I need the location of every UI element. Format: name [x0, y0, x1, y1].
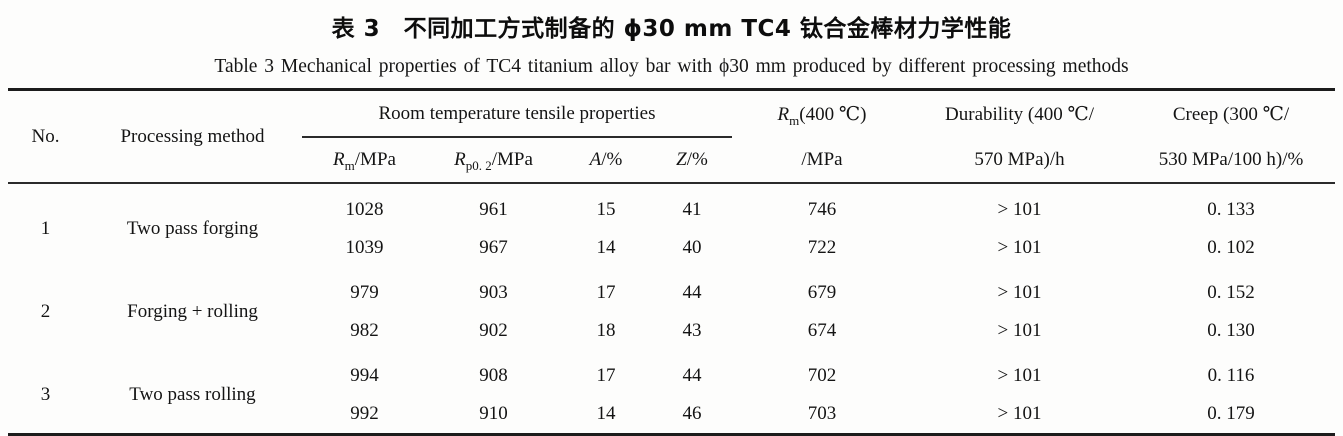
cell-durability: > 101: [997, 365, 1042, 386]
cell-rm400: 679: [807, 282, 837, 303]
col-header-rm-400: Rm(400 ℃) /MPa: [777, 103, 867, 170]
table-row: 1 Two pass forging 1028 961 15 41 746 > …: [8, 183, 1335, 239]
table-row: 982 902 18 43 674 > 101 0. 130: [8, 312, 1335, 350]
cell-z: 43: [682, 320, 702, 341]
cell-durability: > 101: [997, 237, 1042, 258]
cell-rm: 992: [350, 403, 379, 424]
cell-rp02: 908: [479, 365, 508, 386]
cell-z: 46: [682, 403, 702, 424]
cell-z: 44: [682, 365, 702, 386]
cell-rm400: 703: [807, 403, 837, 424]
cell-rp02: 967: [479, 237, 508, 258]
cell-a: 14: [596, 237, 616, 258]
cell-no: 1: [40, 218, 51, 239]
cell-rp02: 903: [479, 282, 508, 303]
table-row: 1039 967 14 40 722 > 101 0. 102: [8, 229, 1335, 267]
group-forging-rolling: 2 Forging + rolling 979 903 17 44 679 > …: [8, 267, 1335, 350]
cell-a: 14: [596, 403, 616, 424]
cell-rm400: 674: [807, 320, 837, 341]
cell-creep: 0. 179: [1207, 403, 1255, 424]
col-header-reduction: Z/%: [676, 149, 708, 170]
cell-rm: 1028: [345, 199, 384, 220]
cell-rm: 994: [350, 365, 379, 386]
cell-a: 17: [596, 365, 616, 386]
cell-creep: 0. 152: [1207, 282, 1255, 303]
col-header-creep: Creep (300 ℃/ 530 MPa/100 h)/%: [1158, 103, 1304, 170]
cell-z: 40: [682, 237, 702, 258]
cell-rm: 982: [350, 320, 379, 341]
col-header-durability: Durability (400 ℃/ 570 MPa)/h: [945, 103, 1094, 170]
cell-rm400: 722: [807, 237, 837, 258]
col-group-room-temp-tensile: Room temperature tensile properties: [302, 89, 732, 138]
cell-a: 15: [596, 199, 616, 220]
table-header: No. Processing method Room temperature t…: [8, 89, 1335, 183]
cell-processing-method: Forging + rolling: [127, 301, 258, 322]
cell-creep: 0. 116: [1207, 365, 1255, 386]
cell-creep: 0. 133: [1207, 199, 1255, 220]
cell-a: 18: [596, 320, 616, 341]
cell-rp02: 902: [479, 320, 508, 341]
group-two-pass-forging: 1 Two pass forging 1028 961 15 41 746 > …: [8, 183, 1335, 267]
cell-rm: 979: [350, 282, 379, 303]
cell-rp02: 961: [479, 199, 508, 220]
cell-processing-method: Two pass forging: [126, 218, 259, 239]
col-header-no: No.: [31, 125, 60, 147]
cell-durability: > 101: [997, 403, 1042, 424]
table-title-zh: 表 3 不同加工方式制备的 ϕ30 mm TC4 钛合金棒材力学性能: [331, 16, 1012, 42]
cell-rm400: 702: [807, 365, 837, 386]
table-row: 3 Two pass rolling 994 908 17 44 702 > 1…: [8, 350, 1335, 405]
cell-durability: > 101: [997, 320, 1042, 341]
col-header-elongation: A/%: [589, 149, 623, 170]
cell-durability: > 101: [997, 199, 1042, 220]
col-header-processing-method: Processing method: [120, 125, 265, 147]
cell-z: 41: [682, 199, 702, 220]
mechanical-properties-table: No. Processing method Room temperature t…: [8, 88, 1335, 436]
cell-rp02: 910: [479, 403, 508, 424]
table-title-en: Table 3 Mechanical properties of TC4 tit…: [214, 56, 1129, 77]
cell-z: 44: [682, 282, 702, 303]
cell-no: 3: [40, 384, 51, 405]
cell-rm: 1039: [345, 237, 384, 258]
group-two-pass-rolling: 3 Two pass rolling 994 908 17 44 702 > 1…: [8, 350, 1335, 435]
cell-processing-method: Two pass rolling: [129, 384, 256, 405]
table-row: 2 Forging + rolling 979 903 17 44 679 > …: [8, 267, 1335, 322]
cell-creep: 0. 102: [1207, 237, 1255, 258]
cell-durability: > 101: [997, 282, 1042, 303]
table-row: 992 910 14 46 703 > 101 0. 179: [8, 395, 1335, 435]
cell-creep: 0. 130: [1207, 320, 1255, 341]
col-header-rm: Rm/MPa: [333, 149, 396, 173]
cell-a: 17: [596, 282, 616, 303]
cell-rm400: 746: [807, 199, 837, 220]
col-header-rp02: Rp0. 2/MPa: [454, 149, 533, 173]
cell-no: 2: [40, 301, 51, 322]
